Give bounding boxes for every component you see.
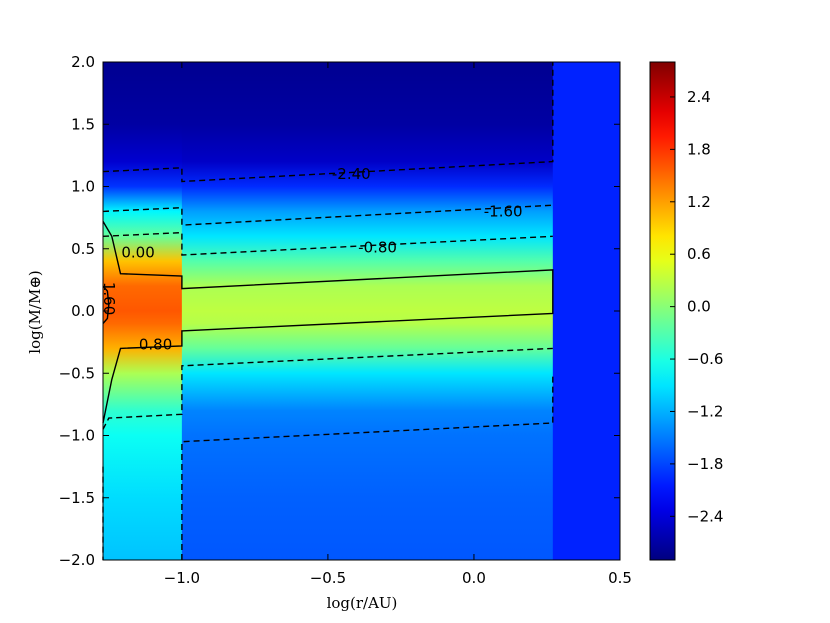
y-tick-label: −2.0 (59, 551, 95, 569)
plot-area: -2.40 -1.60 -0.80 0.00 0.80 1.60 (100, 61, 621, 561)
y-axis: −2.0 −1.5 −1.0 −0.5 0.0 0.5 1.0 1.5 2.0 (59, 53, 620, 569)
contour-label: -0.80 (358, 239, 397, 257)
contour-label: 0.80 (139, 336, 172, 354)
contour-label: -2.40 (332, 165, 371, 183)
y-tick-label: 1.5 (71, 115, 95, 133)
x-axis: −1.0 −0.5 0.0 0.5 (164, 62, 632, 587)
heatmap-region-outer (552, 62, 620, 560)
y-tick-label: 0.0 (71, 302, 95, 320)
contour-label: -1.60 (484, 202, 523, 220)
contour-line (102, 204, 553, 226)
contour-line (102, 231, 553, 256)
y-tick-label: 2.0 (71, 53, 95, 71)
contour-line (102, 285, 110, 324)
colorbar-tick-label: −1.2 (687, 402, 723, 420)
colorbar-tick-label: 1.2 (687, 193, 711, 211)
contour-line (102, 62, 554, 183)
colorbar-tick-label: −1.8 (687, 455, 723, 473)
colorbar-gradient (649, 61, 676, 561)
y-tick-label: −1.0 (59, 427, 95, 445)
x-tick-label: 0.0 (462, 569, 486, 587)
contour-line (181, 373, 554, 560)
contour-line (102, 221, 554, 424)
colorbar-tick-label: 2.4 (687, 88, 711, 106)
y-tick-label: −1.5 (59, 489, 95, 507)
x-tick-label: −0.5 (310, 569, 346, 587)
colorbar: 2.4 1.8 1.2 0.6 0.0 −0.6 −1.2 −1.8 −2.4 (649, 61, 723, 561)
colorbar-tick-label: 0.0 (687, 298, 711, 316)
colorbar-tick-label: 1.8 (687, 140, 711, 158)
y-tick-label: 1.0 (71, 178, 95, 196)
heatmap-region-inner (103, 62, 183, 560)
contour-line (102, 347, 553, 430)
y-tick-label: −0.5 (59, 364, 95, 382)
colorbar-tick-label: −0.6 (687, 350, 723, 368)
contour-label: 1.60 (100, 282, 118, 315)
x-axis-label: log(r/AU) (327, 594, 398, 612)
x-tick-label: −1.0 (164, 569, 200, 587)
contour-label: 0.00 (121, 243, 154, 261)
colorbar-tick-label: 0.6 (687, 245, 711, 263)
x-tick-label: 0.5 (608, 569, 632, 587)
heatmap-region-middle (181, 62, 554, 560)
y-tick-label: 0.5 (71, 240, 95, 258)
colorbar-tick-label: −2.4 (687, 507, 723, 525)
y-axis-label: log(M/M⊕) (26, 270, 44, 353)
